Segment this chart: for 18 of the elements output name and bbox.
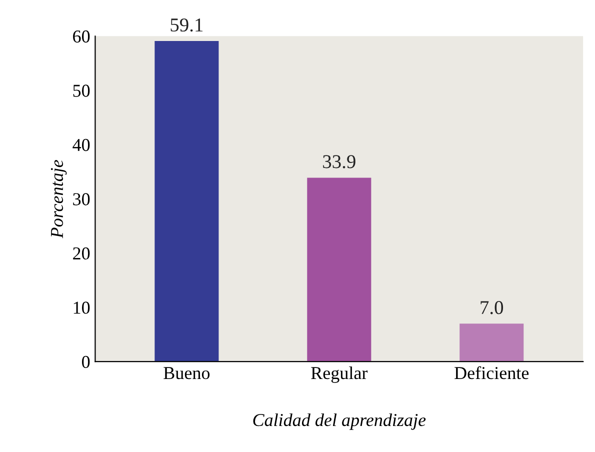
bar xyxy=(460,324,524,362)
y-tick-label: 0 xyxy=(82,356,90,368)
bar xyxy=(307,178,372,362)
y-tick-label: 10 xyxy=(74,302,90,314)
y-tick-label: 60 xyxy=(73,30,90,43)
y-tick-label: 30 xyxy=(73,193,90,206)
bar xyxy=(154,41,219,362)
x-tick-label: Bueno xyxy=(164,367,210,380)
y-tick-label: 50 xyxy=(73,84,90,97)
y-tick-label: 20 xyxy=(73,247,90,260)
y-axis-title: Porcentaje xyxy=(50,160,67,238)
x-tick-label: Regular xyxy=(311,366,368,383)
x-tick-label: Deficiente xyxy=(454,366,529,380)
data-label: 33.9 xyxy=(323,155,356,168)
x-axis-title: Calidad del aprendizaje xyxy=(253,413,426,430)
y-tick-label: 40 xyxy=(72,138,90,152)
data-label: 59.1 xyxy=(170,18,203,32)
data-label: 7.0 xyxy=(480,301,504,314)
